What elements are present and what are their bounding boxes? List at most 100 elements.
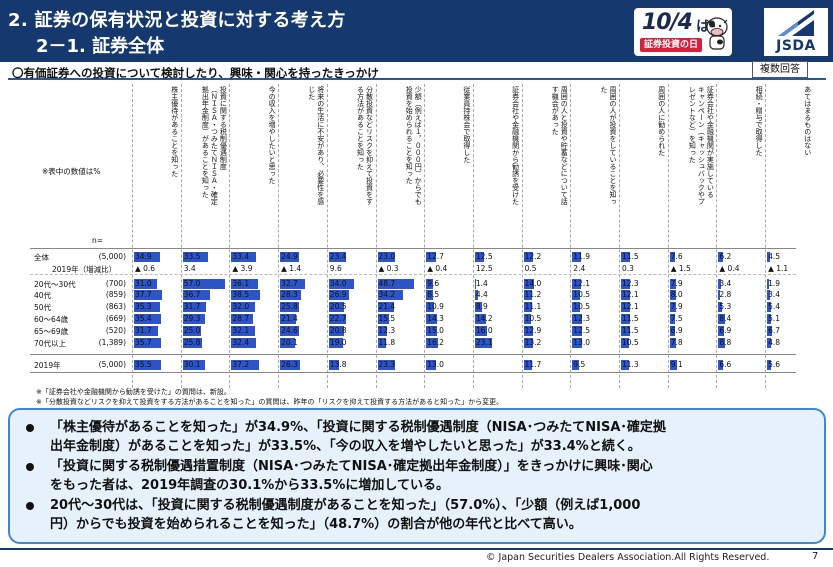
value-bar [328,302,345,312]
value-bar [134,279,158,289]
table-cell: 19.0 [328,338,374,348]
value-bar [377,252,395,262]
value-bar [767,252,771,262]
cell-value: ▲ 1.5 [670,264,691,273]
table-cell: 24.6 [280,326,325,336]
cell-value: 7.6 [670,252,683,261]
row-sample-size: (863) [105,302,126,311]
table-cell: 35.3 [134,302,179,312]
cell-value [475,360,476,369]
table-cell: 33.5 [182,252,228,262]
cell-value: 6.7 [768,326,781,335]
cell-value: 14.0 [524,279,542,288]
cell-value: 15.5 [378,314,396,323]
value-bar [182,338,203,348]
table-cell: 13.0 [572,338,617,348]
cell-value: 21.4 [281,314,298,323]
table-cell: 5.4 [767,302,812,312]
value-bar [134,302,161,312]
value-bar [134,360,161,370]
value-bar [572,338,583,348]
value-bar [621,360,630,370]
table-cell: 13.2 [523,338,569,348]
page-title: 2. 証券の保有状況と投資に対する考え方 [8,10,346,31]
cell-value: 5.4 [768,302,781,311]
jsda-mark-icon [778,10,814,36]
table-cell: 11.5 [621,326,666,336]
value-bar [621,338,629,348]
value-bar [182,252,208,262]
table-cell: 33.4 [231,252,276,262]
securities-day-logo: 10/4 は 証券投資の日 [634,8,732,56]
table-cell: 12.5 [572,326,617,336]
value-bar [182,314,205,324]
table-cell: 37.7 [134,290,179,300]
cell-value: 10.9 [427,302,444,311]
value-bar [182,302,207,312]
table-cell: 6.9 [669,326,715,336]
value-bar [231,290,261,300]
table-cell: 20.5 [328,302,374,312]
cell-value: 14.2 [475,314,493,323]
value-bar [621,252,630,262]
table-cell: 21.4 [377,302,423,312]
value-bar [572,290,581,300]
cell-value: 11.3 [622,360,639,369]
cell-value: 48.7 [378,279,396,288]
table-cell: 12.2 [523,252,569,262]
column-divider [765,84,767,388]
value-bar [280,252,299,262]
table-cell: 48.7 [377,279,423,289]
cell-value: 13.8 [329,360,347,369]
table-cell: 11.1 [523,302,569,312]
bullet-icon [26,424,34,432]
cell-value: 20.1 [281,338,298,347]
value-bar [377,302,394,312]
jsda-logo: JSDA [764,8,828,56]
table-cell: 14.0 [523,279,569,289]
cell-value: 35.5 [135,360,152,369]
cell-value: 12.2 [524,252,542,261]
table-cell: 12.1 [621,290,666,300]
row-label: 65～69歳 [34,327,69,336]
table-cell: 3.4 [183,264,228,274]
value-bar [572,326,582,336]
value-bar [474,302,482,312]
cell-value: 37.7 [135,290,152,299]
value-bar [134,314,161,324]
value-bar [718,252,724,262]
cell-value: ▲ 3.9 [232,264,253,273]
cell-value: 11.5 [622,326,639,335]
cell-value: 57.0 [183,279,201,288]
column-header: 従業員持株会で取得した [462,86,471,163]
table-cell: 2.4 [572,264,617,274]
table-cell: 23.0 [377,252,423,262]
value-bar [718,338,725,348]
cell-value: 5.3 [719,302,732,311]
cell-value: 12.1 [622,290,639,299]
column-header: 分散投資などリスクを抑えて投資をす る方法があることを知った [356,86,374,205]
cell-value: 12.1 [622,302,639,311]
cell-value: 11.9 [573,252,590,261]
cell-value: 11.2 [524,290,542,299]
cell-value: 11.8 [378,338,396,347]
table-cell: 9.6 [426,279,471,289]
table-cell: 14.2 [474,314,520,324]
cell-value: 6.9 [670,326,683,335]
value-bar [767,360,772,370]
value-bar [718,279,721,289]
column-divider [229,84,231,388]
table-cell: 16.2 [426,338,471,348]
value-bar [621,290,631,300]
value-bar [718,360,724,370]
table-cell: 12.3 [572,314,617,324]
column-header: 株主優待があることを知った [170,86,179,177]
table-cell: 10.5 [572,302,617,312]
table-cell: 26.9 [328,290,374,300]
cow-mascot-icon [706,17,728,50]
row-label: 2019年 [34,361,61,370]
value-bar [182,326,202,336]
table-cell: 6.6 [718,360,763,370]
cell-value: 0.5 [524,264,537,273]
table-cell: 8.5 [426,290,471,300]
